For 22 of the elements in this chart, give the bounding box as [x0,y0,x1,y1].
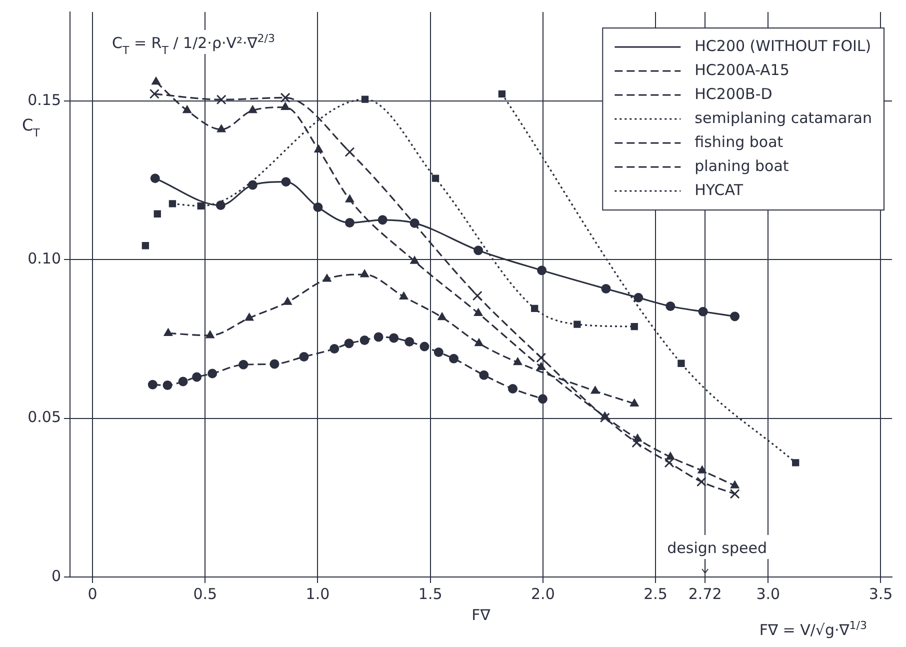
y-tick-label: 0 [51,566,61,585]
y-tick-label: 0.15 [28,90,61,109]
x-tick-label: 1.0 [306,584,330,603]
x-tick-label: 3.5 [868,584,893,603]
legend-label: fishing boat [694,132,784,151]
legend-label: HC200B-D [694,84,772,103]
x-tick-label: 2.0 [531,584,555,603]
x-tick-label: 0 [88,584,98,603]
x-tick-label: 2.72 [688,584,722,603]
x-tick-label: 3.0 [756,584,780,603]
legend-label: HC200 (WITHOUT FOIL) [694,36,872,55]
legend-label: semiplaning catamaran [694,108,872,127]
x-tick-label: 2.5 [644,584,668,603]
annotation: design speed [667,539,767,557]
legend-label: planing boat [694,156,789,175]
x-axis-title: F∇ [472,606,492,624]
x-tick-label: 0.5 [193,584,218,603]
y-tick-label: 0.10 [28,249,61,268]
legend-label: HYCAT [694,180,744,199]
y-tick-label: 0.05 [28,408,61,426]
legend-label: HC200A-A15 [694,60,790,79]
x-tick-label: 1.5 [418,584,442,603]
